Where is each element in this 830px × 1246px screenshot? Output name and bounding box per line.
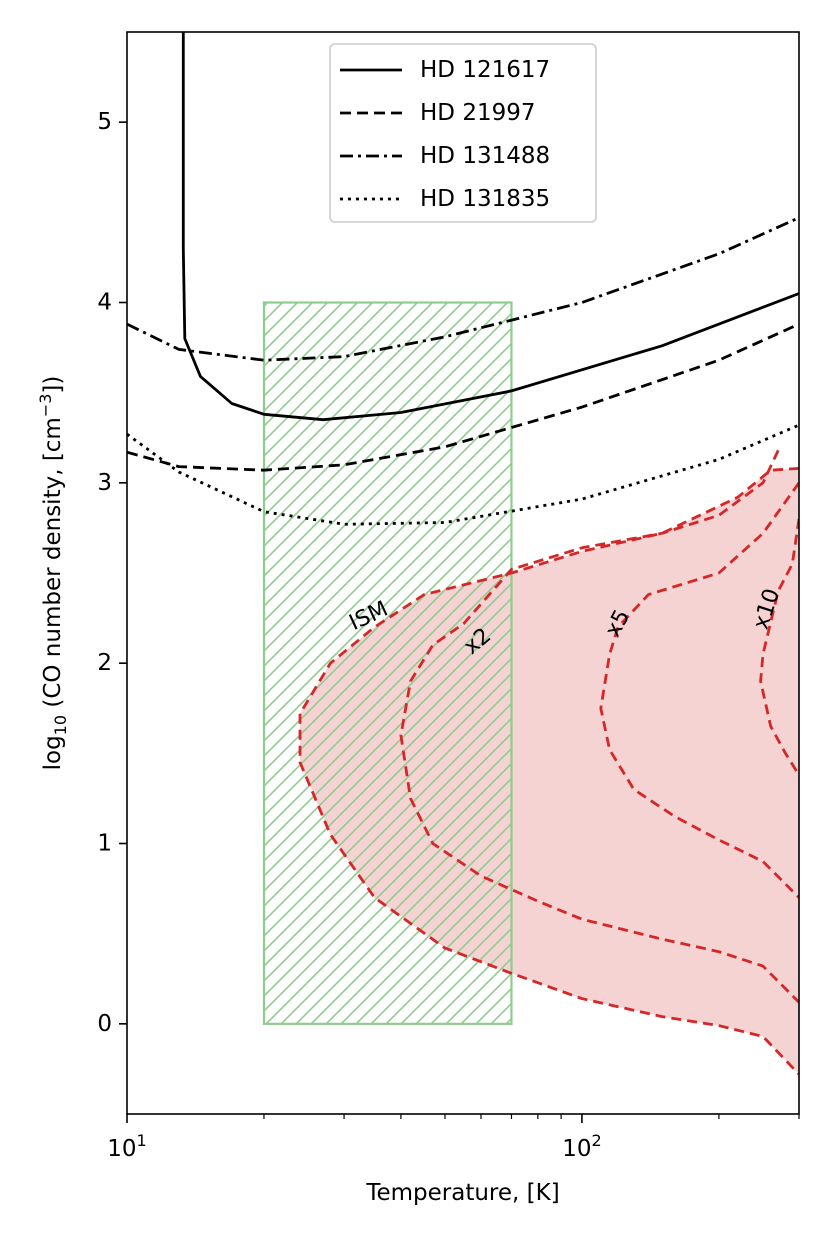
legend: HD 121617 HD 21997 HD 131488 HD 131835 <box>329 43 597 223</box>
legend-label-hd-131835: HD 131835 <box>420 186 550 212</box>
x-tick-label: 102 <box>562 1131 601 1162</box>
series-line-hd-21997 <box>127 322 799 472</box>
contour-x10 <box>759 518 799 776</box>
series-line-hd-131488 <box>127 216 799 362</box>
y-tick-label: 4 <box>97 290 112 316</box>
y-tick-label: 5 <box>97 109 112 135</box>
legend-label-hd-131488: HD 131488 <box>420 143 550 169</box>
series-line-hd-131835 <box>127 423 799 526</box>
x-axis-title: Temperature, [K] <box>365 1180 559 1206</box>
y-tick-label: 3 <box>97 470 112 496</box>
contour-x2 <box>399 449 799 1004</box>
x-tick-label: 101 <box>107 1131 146 1162</box>
y-tick-label: 2 <box>97 650 112 676</box>
hatched-region-border <box>262 301 513 1025</box>
contour-x5 <box>599 481 799 899</box>
legend-label-hd-21997: HD 21997 <box>420 100 535 126</box>
axes-frame <box>126 31 800 1115</box>
y-tick-label: 1 <box>97 831 112 857</box>
legend-label-hd-121617: HD 121617 <box>420 57 550 83</box>
series-line-hd-121617 <box>181 32 799 422</box>
y-axis-title: log10 (CO number density, [cm−3]) <box>36 376 70 771</box>
hatched-region <box>263 302 512 1024</box>
y-tick-label: 0 <box>97 1011 112 1037</box>
legend-box <box>329 43 597 223</box>
